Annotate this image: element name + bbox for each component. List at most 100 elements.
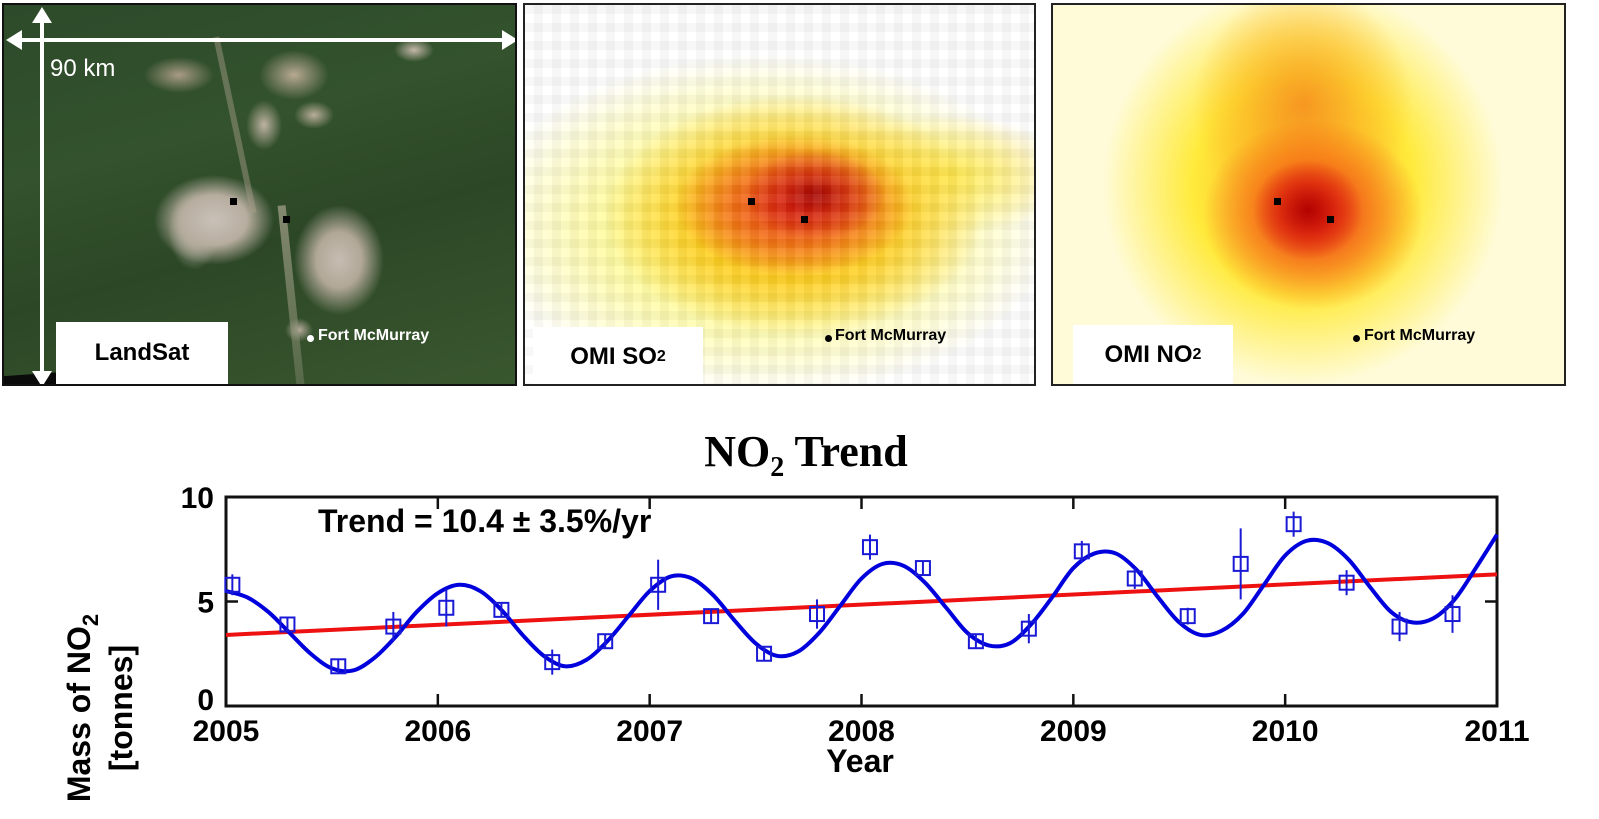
observation-point	[438, 588, 455, 627]
site-marker	[801, 216, 808, 223]
seasonal-fit-curve	[225, 533, 1499, 674]
observation-point	[809, 599, 826, 629]
arrow-down-icon	[32, 371, 52, 384]
site-marker	[1327, 216, 1334, 223]
town-dot	[1353, 335, 1360, 342]
square-marker	[597, 633, 614, 650]
omi-so2-panel: Fort McMurray OMI SO 2	[523, 3, 1036, 386]
y-axis-label-line1: Mass of NO2	[61, 614, 103, 802]
panel-label-text: OMI SO	[570, 343, 657, 370]
observation-point	[544, 649, 561, 675]
x-tick-label: 2008	[828, 715, 895, 748]
y-ticks: 0 5 10	[181, 482, 1497, 717]
x-axis-label: Year	[826, 743, 894, 779]
no2-heatmap	[1053, 5, 1564, 384]
observation-point	[1391, 611, 1408, 642]
square-marker	[914, 560, 931, 577]
town-dot	[825, 335, 832, 342]
omi-no2-panel: Fort McMurray OMI NO 2	[1051, 3, 1566, 386]
no2-trend-chart: NO2 Trend Mass of NO2 [tonnes] Year 2005…	[0, 400, 1599, 819]
x-tick-label: 2010	[1252, 715, 1319, 748]
chart-title-rest: Trend	[784, 427, 908, 476]
observation-point	[756, 645, 773, 662]
site-marker	[283, 216, 290, 223]
square-marker	[1391, 618, 1408, 635]
so2-heatmap	[525, 5, 1034, 384]
panel-label-landsat: LandSat	[56, 322, 228, 384]
site-marker	[748, 198, 755, 205]
square-marker	[279, 616, 296, 633]
panel-label-text: OMI NO	[1104, 341, 1193, 368]
observation-point	[1126, 568, 1143, 589]
y-axis-label: Mass of NO2 [tonnes]	[61, 614, 139, 802]
square-marker	[224, 576, 241, 593]
arrow-left-icon	[6, 30, 22, 50]
observation-point	[493, 601, 510, 618]
panel-label-text: LandSat	[94, 339, 190, 366]
y-tick-label: 0	[197, 684, 214, 717]
observation-point	[650, 559, 667, 610]
trend-line	[225, 572, 1498, 637]
square-marker	[967, 633, 984, 650]
scale-bar-horizontal	[10, 38, 515, 42]
panel-label-no2: OMI NO 2	[1073, 325, 1233, 384]
so2-pixel-grid	[525, 5, 1034, 384]
river-feature	[277, 205, 305, 384]
observation-point	[703, 608, 720, 625]
observation-point	[1020, 614, 1037, 644]
x-ticks: 2005 2006 2007 2008 2009 2010 2011	[193, 497, 1530, 748]
observation-point	[224, 574, 241, 596]
square-marker	[809, 606, 826, 623]
panel-label-so2: OMI SO 2	[533, 327, 703, 384]
chart-title-subscript: 2	[770, 452, 784, 483]
square-marker	[756, 645, 773, 662]
y-tick-label: 5	[197, 587, 214, 620]
square-marker	[1126, 570, 1143, 587]
landsat-image-panel: 90 km Fort McMurray LandSat	[2, 3, 517, 386]
panel-label-subscript: 2	[656, 348, 666, 365]
trend-annotation: Trend = 10.4 ± 3.5%/yr	[318, 503, 651, 539]
observation-point	[1232, 528, 1249, 600]
arrow-right-icon	[502, 30, 515, 50]
observation-point	[914, 560, 931, 577]
town-dot	[307, 335, 314, 342]
y-axis-label-main: Mass of NO	[61, 626, 97, 802]
observation-point	[597, 633, 614, 650]
observation-point	[1444, 595, 1461, 633]
x-tick-label: 2005	[193, 715, 260, 748]
town-label: Fort McMurray	[318, 327, 430, 344]
square-marker	[1444, 606, 1461, 623]
observation-point	[385, 611, 402, 642]
panel-label-subscript: 2	[1192, 346, 1202, 363]
observation-point	[330, 658, 347, 675]
observation-point	[279, 616, 296, 633]
observation-point	[1338, 570, 1355, 596]
square-marker	[1285, 516, 1302, 533]
square-marker	[544, 654, 561, 671]
river-feature	[213, 36, 257, 214]
town-label: Fort McMurray	[835, 327, 947, 344]
x-tick-label: 2009	[1040, 715, 1107, 748]
x-tick-label: 2007	[616, 715, 683, 748]
square-marker	[1020, 620, 1037, 637]
square-marker	[493, 601, 510, 618]
site-marker	[230, 198, 237, 205]
observation-point	[1073, 540, 1090, 562]
x-tick-label: 2006	[404, 715, 471, 748]
square-marker	[1179, 608, 1196, 625]
y-tick-label: 10	[181, 482, 214, 515]
observation-point	[861, 534, 878, 560]
y-axis-label-line2: [tonnes]	[103, 645, 139, 771]
square-marker	[385, 618, 402, 635]
square-marker	[703, 608, 720, 625]
site-marker	[1274, 198, 1281, 205]
town-label: Fort McMurray	[1364, 327, 1476, 344]
observation-point	[1179, 607, 1196, 625]
observation-point	[1285, 511, 1302, 537]
scale-label: 90 km	[50, 55, 116, 82]
square-marker	[330, 658, 347, 675]
square-marker	[1338, 574, 1355, 591]
x-tick-label: 2011	[1464, 715, 1529, 748]
observation-points	[224, 511, 1461, 675]
square-marker	[1073, 543, 1090, 560]
